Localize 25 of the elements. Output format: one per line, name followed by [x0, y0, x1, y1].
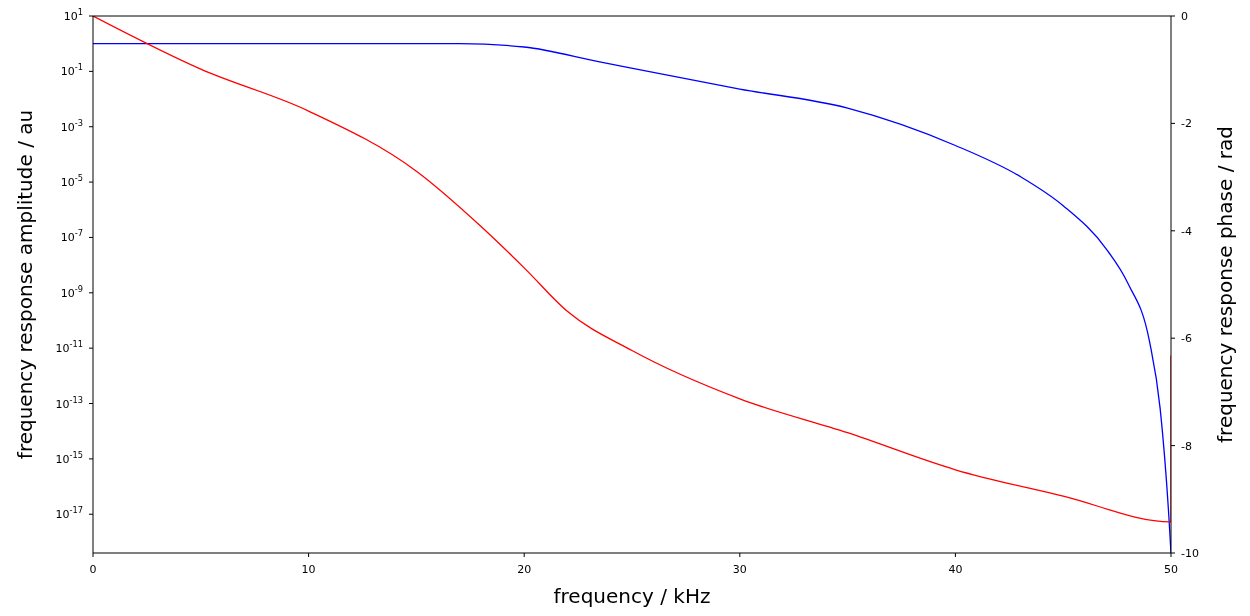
- x-tick-label: 0: [89, 563, 97, 576]
- y2-tick-label: -2: [1181, 117, 1192, 131]
- y-tick-label: 10$^{-11}$: [55, 339, 83, 356]
- x-tick-label: 50: [1164, 563, 1178, 576]
- x-tick-label: 10: [301, 563, 316, 576]
- y-tick-label: 10$^{-17}$: [55, 505, 83, 522]
- y-tick-label: 10$^{-9}$: [60, 283, 83, 300]
- y-axis-title: frequency response amplitude / au: [13, 109, 38, 460]
- y-tick-label: 10$^{-3}$: [60, 117, 83, 134]
- y-tick-label: 10$^{-15}$: [55, 449, 83, 466]
- y2-tick-label: 0: [1181, 10, 1188, 23]
- y-tick-label: 10$^{-5}$: [60, 173, 83, 190]
- x-tick-label: 30: [732, 563, 747, 576]
- x-tick-label: 40: [948, 563, 963, 576]
- y2-axis-title: frequency response phase / rad: [1213, 126, 1238, 443]
- y2-tick-label: -4: [1181, 224, 1192, 238]
- y-tick-label: 10$^{-13}$: [55, 394, 83, 411]
- y-tick-label: 10$^{-1}$: [60, 62, 83, 79]
- y2-tick-label: -8: [1181, 439, 1192, 453]
- y-tick-label: 10$^{1}$: [63, 7, 83, 23]
- x-tick-label: 20: [517, 563, 532, 576]
- y-tick-label: 10$^{-7}$: [60, 228, 83, 245]
- x-axis-title: frequency / kHz: [553, 584, 711, 608]
- y2-tick-label: -10: [1181, 547, 1199, 560]
- y2-tick-label: -6: [1181, 332, 1192, 346]
